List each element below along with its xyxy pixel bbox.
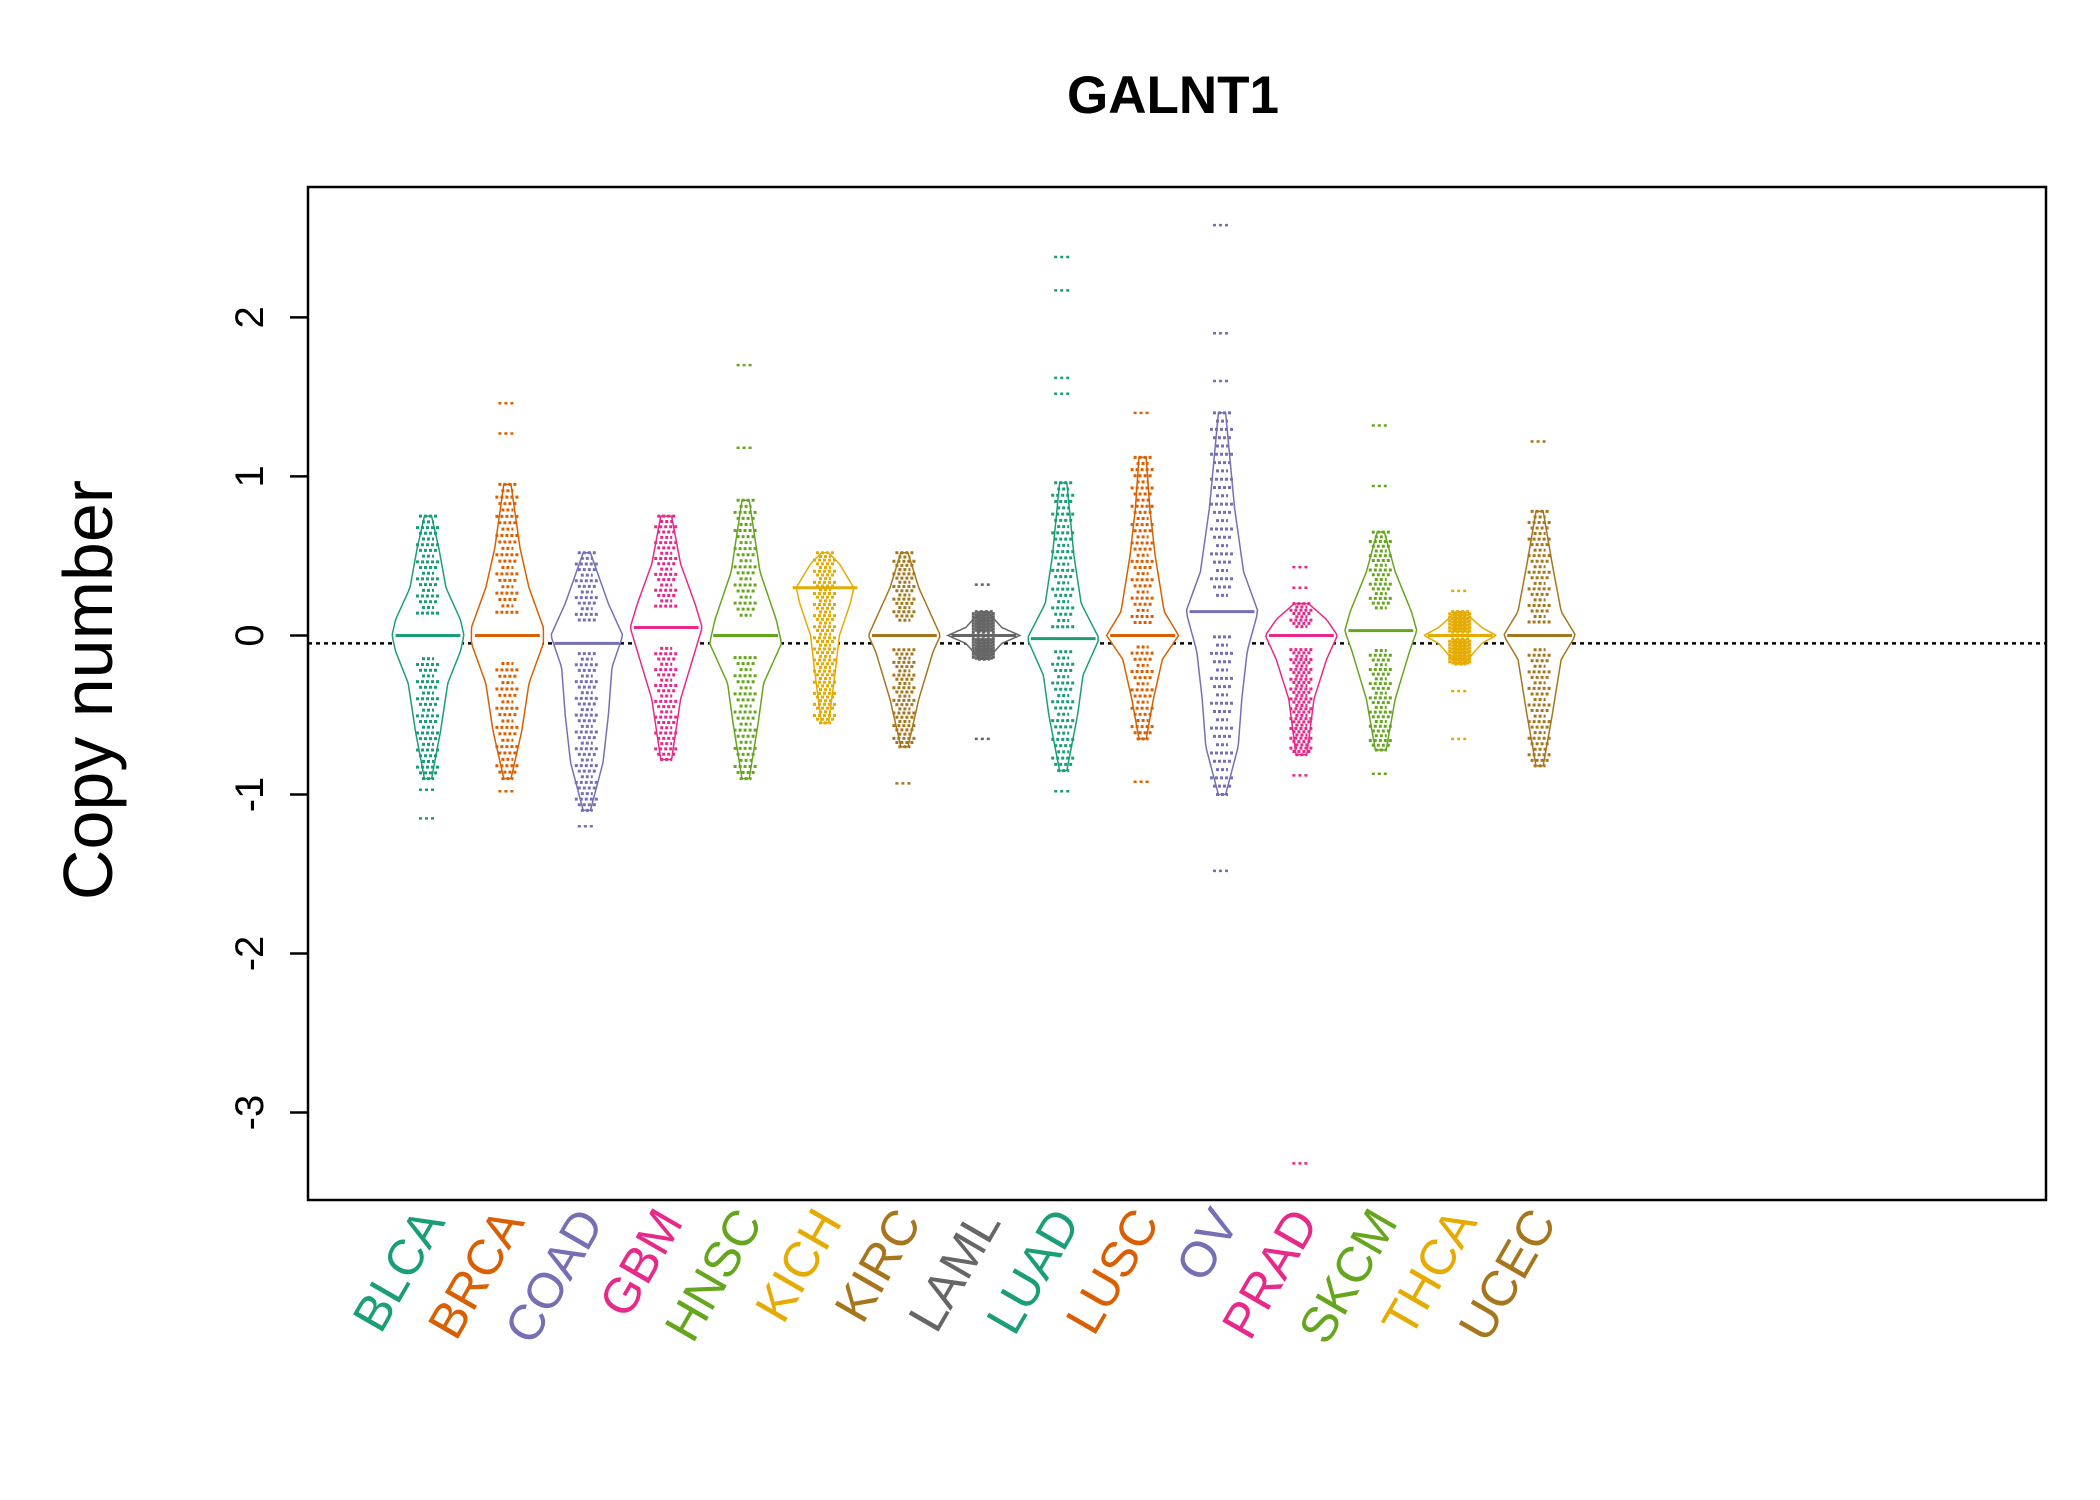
- bean-ov: [1185, 223, 1259, 873]
- bean-prad: [1265, 565, 1338, 1165]
- plot-frame: [306, 185, 2048, 1202]
- y-tick-label: 1: [228, 465, 272, 487]
- bean-coad: [550, 551, 624, 828]
- bean-brca: [470, 402, 545, 793]
- y-tick-label: -3: [228, 1095, 272, 1131]
- bean-kich: [792, 551, 858, 725]
- y-axis-label: Copy number: [49, 480, 127, 900]
- bean-luad: [1027, 255, 1099, 793]
- bean-gbm: [629, 514, 703, 761]
- bean-hnsc: [709, 363, 783, 781]
- y-tick-label: 2: [228, 306, 272, 328]
- bean-thca: [1423, 589, 1497, 741]
- bean-laml: [945, 583, 1022, 741]
- y-tick-label: -1: [228, 777, 272, 813]
- y-tick-label: -2: [228, 936, 272, 972]
- bean-shape: [629, 515, 703, 761]
- x-axis: BLCABRCACOADGBMHNSCKICHKIRCLAMLLUADLUSCO…: [342, 1199, 1567, 1353]
- bean-lusc: [1105, 411, 1180, 784]
- plot-area: [308, 223, 2046, 1165]
- bean-ucec: [1503, 440, 1576, 768]
- bean-kirc: [868, 551, 941, 785]
- bean-blca: [391, 514, 465, 820]
- chart-title: GALNT1: [1067, 66, 1279, 125]
- y-axis: -3 -2 -1 0 1 2: [228, 306, 308, 1130]
- y-tick-label: 0: [228, 624, 272, 646]
- bean-skcm: [1344, 424, 1418, 776]
